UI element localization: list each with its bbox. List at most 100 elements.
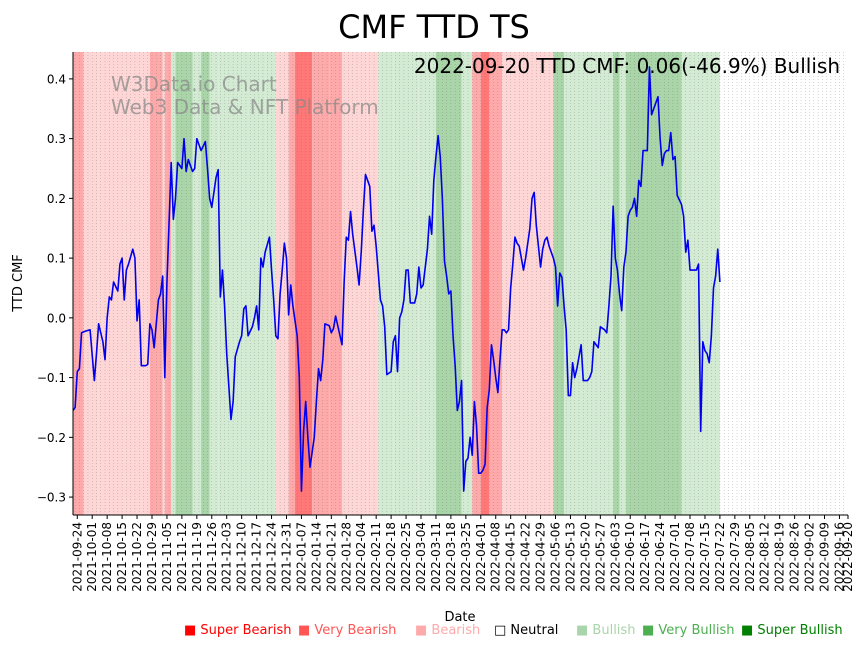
x-tick-label: 2022-05-20 (578, 522, 592, 592)
watermark-line-2: Web3 Data & NFT Platform (111, 95, 379, 119)
x-tick-label: 2022-04-22 (519, 522, 533, 592)
x-tick-label: 2022-03-11 (429, 522, 443, 592)
legend-label: Very Bearish (314, 623, 396, 638)
x-tick-label: 2021-12-03 (220, 522, 234, 592)
x-axis-label: Date (444, 610, 475, 625)
x-tick-label: 2022-06-17 (638, 522, 652, 592)
band-bearish (367, 52, 379, 515)
legend-marker: ■ (642, 623, 658, 638)
y-tick-label: 0.4 (47, 72, 66, 86)
x-tick-label: 2022-08-19 (773, 522, 787, 592)
x-tick-label: 2022-06-03 (608, 522, 622, 592)
x-tick-label: 2021-11-05 (160, 522, 174, 592)
x-tick-label: 2022-09-20 (841, 522, 855, 592)
x-tick-label: 2022-03-18 (444, 522, 458, 592)
y-axis-label: TTD CMF (11, 254, 26, 313)
x-tick-label: 2022-08-12 (758, 522, 772, 592)
legend-marker: ■ (298, 623, 314, 638)
x-tick-label: 2022-07-15 (698, 522, 712, 592)
x-tick-label: 2022-05-27 (593, 522, 607, 592)
legend-marker: ■ (576, 623, 592, 638)
x-tick-label: 2021-11-12 (175, 522, 189, 592)
legend: ■ Super Bearish ■ Very Bearish ■ Bearish □ … (184, 623, 843, 638)
band-bearish (83, 52, 99, 515)
x-tick-label: 2022-04-29 (534, 522, 548, 592)
x-tick-label: 2021-10-15 (115, 522, 129, 592)
series-line-ttd-cmf (72, 66, 721, 492)
x-tick-label: 2022-07-22 (713, 522, 727, 592)
x-tick-label: 2022-02-18 (384, 522, 398, 592)
x-tick-label: 2022-09-02 (803, 522, 817, 592)
x-tick-label: 2022-01-14 (309, 522, 323, 592)
legend-label: Super Bearish (200, 623, 291, 638)
legend-label: Super Bullish (757, 623, 842, 638)
x-tick-label: 2022-06-24 (653, 522, 667, 592)
legend-marker: ■ (184, 623, 200, 638)
legend-marker: □ (494, 623, 510, 638)
x-tick-label: 2022-06-10 (623, 522, 637, 592)
band-bullish (378, 52, 394, 515)
y-tick-label: −0.3 (37, 491, 66, 505)
x-tick-label: 2022-07-08 (683, 522, 697, 592)
x-tick-label: 2021-11-26 (205, 522, 219, 592)
x-tick-label: 2022-08-05 (743, 522, 757, 592)
band-bullish (192, 52, 202, 515)
band-bullish (418, 52, 436, 515)
legend-item: ■ Super Bearish (184, 623, 292, 638)
band-very-bearish (312, 52, 330, 515)
y-tick-label: 0.0 (47, 311, 66, 325)
band-bullish (461, 52, 473, 515)
x-tick-label: 2022-04-15 (504, 522, 518, 592)
x-tick-label: 2022-01-28 (339, 522, 353, 592)
legend-label: Neutral (510, 623, 558, 638)
y-tick-label: −0.1 (37, 371, 66, 385)
legend-item: ■ Bearish (415, 623, 480, 638)
x-tick-label: 2022-04-01 (474, 522, 488, 592)
x-tick-label: 2022-05-13 (563, 522, 577, 592)
band-very-bearish (288, 52, 296, 515)
band-bullish (393, 52, 419, 515)
legend-marker: ■ (415, 623, 431, 638)
x-tick-label: 2021-12-24 (265, 522, 279, 592)
legend-item: ■ Super Bullish (741, 623, 843, 638)
legend-item: □ Neutral (494, 623, 558, 638)
band-very-bullish (201, 52, 210, 515)
x-tick-label: 2022-01-07 (294, 522, 308, 592)
legend-item: ■ Very Bearish (298, 623, 396, 638)
x-tick-label: 2022-04-08 (489, 522, 503, 592)
legend-item: ■ Bullish (576, 623, 635, 638)
x-tick-label: 2022-05-06 (549, 522, 563, 592)
band-bearish (98, 52, 150, 515)
latest-value-annotation: 2022-09-20 TTD CMF: 0.06(-46.9%) Bullish (414, 54, 840, 78)
band-bullish (265, 52, 276, 515)
legend-label: Very Bullish (658, 623, 734, 638)
legend-label: Bearish (431, 623, 480, 638)
band-bullish (209, 52, 219, 515)
band-bullish (564, 52, 614, 515)
x-tick-label: 2021-11-19 (190, 522, 204, 592)
x-tick-label: 2022-07-29 (728, 522, 742, 592)
band-very-bullish (660, 52, 682, 515)
band-bearish (162, 52, 165, 515)
legend-label: Bullish (592, 623, 635, 638)
x-tick-label: 2021-09-24 (70, 522, 84, 592)
x-tick-label: 2021-12-17 (250, 522, 264, 592)
x-tick-label: 2022-09-09 (818, 522, 832, 592)
x-tick-label: 2021-10-29 (145, 522, 159, 592)
legend-marker: ■ (741, 623, 757, 638)
legend-item: ■ Very Bullish (642, 623, 734, 638)
band-very-bullish (435, 52, 462, 515)
y-tick-label: 0.1 (47, 252, 66, 266)
y-tick-label: 0.2 (47, 192, 66, 206)
band-bearish (342, 52, 368, 515)
watermark-line-1: W3Data.io Chart (111, 72, 277, 96)
x-tick-label: 2022-03-25 (459, 522, 473, 592)
band-very-bearish (164, 52, 172, 515)
y-tick-label: −0.2 (37, 431, 66, 445)
x-tick-label: 2021-10-01 (85, 522, 99, 592)
band-bearish (275, 52, 289, 515)
x-tick-label: 2022-02-04 (354, 522, 368, 592)
